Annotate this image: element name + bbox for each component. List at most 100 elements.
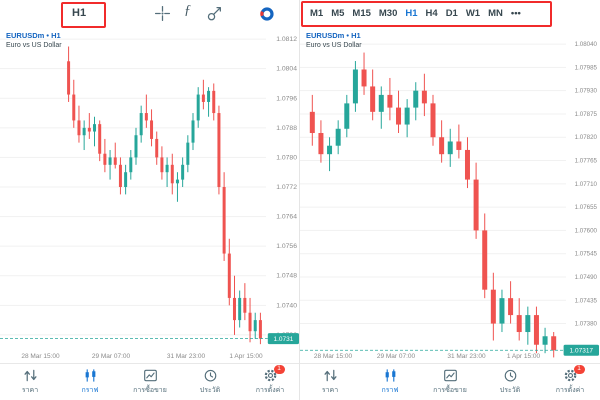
- crosshair-icon[interactable]: [154, 5, 171, 22]
- y-axis-label: 1.0740: [276, 302, 297, 309]
- y-axis-label: 1.07875: [575, 111, 598, 118]
- nav-item-charts[interactable]: กราฟ: [360, 364, 420, 400]
- indicators-icon[interactable]: ƒ: [184, 3, 191, 18]
- y-axis-label: 1.0756: [276, 243, 297, 250]
- candlestick-chart[interactable]: 1.0812 1.0804 1.0796 1.0788 1.0780 1.0772 1.07…: [0, 28, 300, 364]
- timeframe-mn[interactable]: MN: [488, 8, 503, 19]
- candle-body: [344, 103, 350, 129]
- history-icon: [503, 368, 518, 383]
- candle-body: [490, 289, 496, 324]
- timeframe-h4[interactable]: H4: [425, 8, 438, 19]
- candle-body: [327, 145, 333, 155]
- x-axis-label: 29 Mar 07:00: [92, 353, 131, 360]
- pie-chart-icon[interactable]: [259, 6, 275, 22]
- timeframe-m30[interactable]: M30: [378, 8, 398, 19]
- current-price-text: 1.07317: [570, 348, 594, 355]
- nav-item-settings[interactable]: 1 การตั้งค่า: [240, 364, 300, 400]
- y-axis-label: 1.0780: [276, 154, 297, 161]
- candle-body: [421, 90, 427, 104]
- candle-body: [551, 336, 557, 351]
- timeframe-row: M1 M5 M15 M30 H1 H4 D1 W1 MN •••: [310, 0, 521, 27]
- nav-item-label: การซื้อขาย: [133, 387, 167, 394]
- y-axis-label: 1.07490: [575, 274, 598, 281]
- candle-body: [248, 312, 252, 332]
- nav-item-settings[interactable]: 1 การตั้งค่า: [540, 364, 600, 400]
- nav-item-quotes[interactable]: ราคา: [300, 364, 360, 400]
- candle-body: [222, 187, 226, 254]
- candle-body: [396, 107, 402, 125]
- chart-toolbar-right: M1 M5 M15 M30 H1 H4 D1 W1 MN •••: [300, 0, 600, 28]
- candle-body: [201, 94, 205, 102]
- candle-body: [181, 164, 185, 180]
- nav-item-label: การซื้อขาย: [433, 387, 467, 394]
- candle-body: [387, 94, 393, 108]
- y-axis-label: 1.07710: [575, 181, 598, 188]
- bottom-nav: ราคา กราฟ การซื้อขาย ประวัติ 1 การตั้งค่…: [300, 363, 600, 400]
- settings-icon: 1: [563, 365, 585, 383]
- candle-body: [533, 315, 539, 345]
- candle-body: [118, 164, 122, 187]
- history-icon: [203, 368, 218, 383]
- nav-item-quotes[interactable]: ราคา: [0, 364, 60, 400]
- y-axis-label: 1.07380: [575, 321, 598, 328]
- candle-body: [499, 298, 505, 324]
- nav-item-history[interactable]: ประวัติ: [180, 364, 240, 400]
- candle-body: [258, 320, 262, 339]
- notification-badge: 1: [573, 365, 585, 374]
- quotes-icon: [23, 368, 38, 383]
- x-axis-label: 1 Apr 15:00: [507, 353, 541, 360]
- candle-body: [352, 69, 358, 104]
- x-axis-label: 28 Mar 15:00: [314, 353, 353, 360]
- y-axis-label: 1.07600: [575, 227, 598, 234]
- timeframe-h1[interactable]: H1: [405, 8, 418, 19]
- y-axis-label: 1.0804: [276, 66, 297, 73]
- candle-body: [103, 153, 107, 165]
- y-axis-label: 1.0788: [276, 125, 297, 132]
- x-axis-label: 31 Mar 23:00: [167, 353, 206, 360]
- settings-icon: 1: [263, 365, 285, 383]
- nav-item-trade[interactable]: การซื้อขาย: [420, 364, 480, 400]
- candlestick-chart[interactable]: 1.08040 1.07985 1.07930 1.07875 1.07820 1.077…: [300, 28, 600, 364]
- candle-body: [207, 90, 211, 102]
- candle-body: [98, 124, 102, 154]
- x-axis-label: 28 Mar 15:00: [21, 353, 60, 360]
- y-axis-label: 1.07545: [575, 251, 598, 258]
- current-price-text: 1.0731: [273, 336, 293, 343]
- candle-body: [144, 113, 148, 121]
- nav-item-history[interactable]: ประวัติ: [480, 364, 540, 400]
- nav-item-charts[interactable]: กราฟ: [60, 364, 120, 400]
- y-axis-label: 1.07820: [575, 134, 598, 141]
- nav-item-label: การตั้งค่า: [255, 387, 285, 394]
- candle-body: [370, 86, 376, 112]
- objects-icon[interactable]: [206, 5, 223, 22]
- candle-body: [516, 315, 522, 333]
- timeframe-w1[interactable]: W1: [465, 8, 481, 19]
- candle-body: [243, 297, 247, 313]
- symbol-title: EURUSDm • H1: [6, 31, 61, 40]
- timeframe-m5[interactable]: M5: [331, 8, 345, 19]
- candle-body: [139, 113, 143, 136]
- candle-body: [150, 120, 154, 139]
- timeframe-more-icon[interactable]: •••: [510, 8, 521, 19]
- candle-body: [129, 157, 133, 173]
- nav-item-trade[interactable]: การซื้อขาย: [120, 364, 180, 400]
- trade-icon: [443, 368, 458, 383]
- nav-item-label: ประวัติ: [199, 387, 221, 394]
- candle-body: [170, 164, 174, 184]
- candle-body: [191, 120, 195, 143]
- current-price-tag: [563, 344, 599, 356]
- candle-body: [378, 94, 384, 112]
- quotes-icon: [323, 368, 338, 383]
- timeframe-m1[interactable]: M1: [310, 8, 324, 19]
- timeframe-m15[interactable]: M15: [352, 8, 371, 19]
- chart-panel-left: H1 ƒ EURUSDm • H1 Euro vs US Dollar 1.08…: [0, 0, 300, 400]
- chart-toolbar-left: H1 ƒ: [0, 0, 300, 28]
- candle-body: [456, 141, 462, 150]
- chart-header: EURUSDm • H1 Euro vs US Dollar: [6, 31, 62, 51]
- candle-body: [482, 230, 488, 290]
- candle-body: [113, 157, 117, 165]
- timeframe-d1[interactable]: D1: [445, 8, 458, 19]
- bottom-nav: ราคา กราฟ การซื้อขาย ประวัติ 1 การตั้งค่…: [0, 363, 300, 400]
- candle-body: [238, 297, 242, 321]
- timeframe-button[interactable]: H1: [72, 7, 87, 19]
